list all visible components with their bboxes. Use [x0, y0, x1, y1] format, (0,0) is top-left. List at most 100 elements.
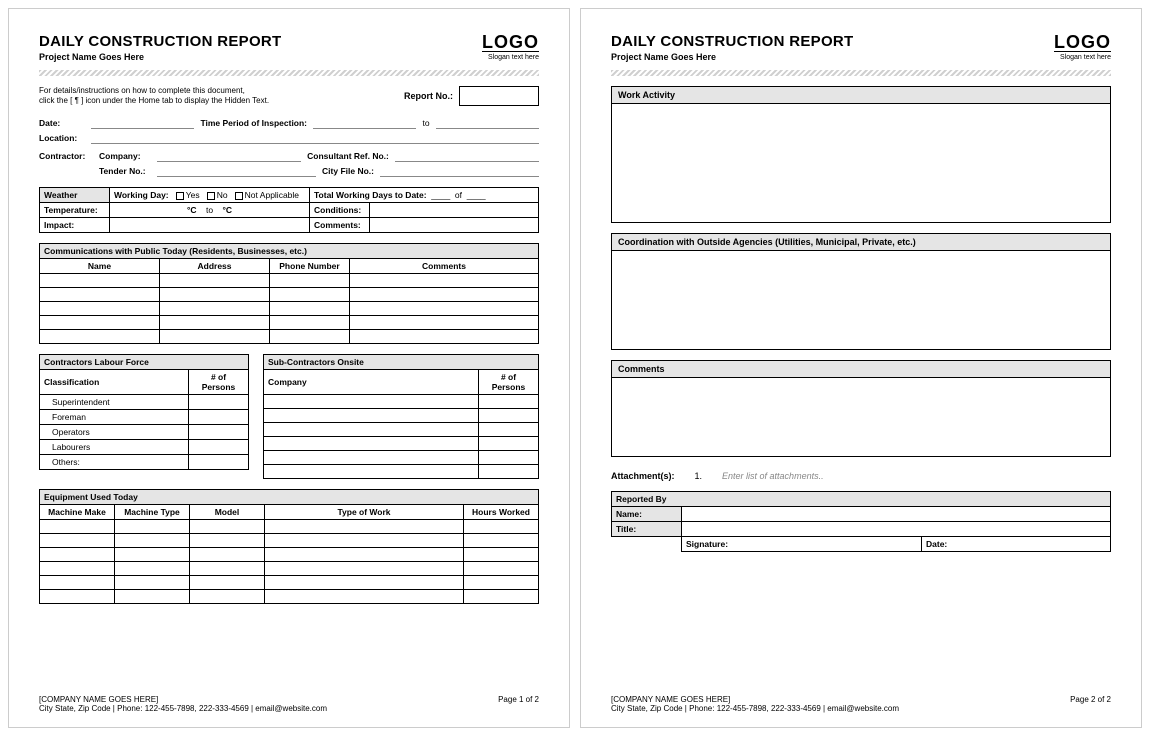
city-file-label: City File No.: [322, 166, 374, 176]
reported-by-table: Reported By Name: Title: Signature: Date… [611, 491, 1111, 552]
table-row[interactable] [40, 519, 539, 533]
consultant-ref-label: Consultant Ref. No.: [307, 151, 389, 161]
report-no-field: Report No.: [404, 86, 539, 106]
info-fields: Date: Time Period of Inspection: to Loca… [39, 117, 539, 177]
logo-text: LOGO [1054, 33, 1111, 52]
title-input[interactable] [682, 522, 1111, 537]
date-input[interactable] [91, 117, 194, 129]
subcon-title: Sub-Contractors Onsite [264, 354, 539, 369]
date-label: Date: [39, 118, 85, 128]
attachment-number: 1. [695, 471, 703, 481]
communications-title: Communications with Public Today (Reside… [40, 243, 539, 258]
table-row[interactable] [264, 394, 539, 408]
impact-input[interactable] [110, 217, 310, 232]
equipment-title: Equipment Used Today [40, 489, 539, 504]
table-row[interactable] [264, 408, 539, 422]
doc-subtitle: Project Name Goes Here [611, 52, 854, 62]
labour-title: Contractors Labour Force [40, 354, 249, 369]
equipment-table: Equipment Used Today Machine Make Machin… [39, 489, 539, 604]
checkbox-yes[interactable] [176, 192, 184, 200]
attachments-row: Attachment(s): 1. Enter list of attachme… [611, 471, 1111, 481]
table-row[interactable] [264, 450, 539, 464]
doc-title: DAILY CONSTRUCTION REPORT [611, 33, 854, 50]
location-label: Location: [39, 133, 85, 143]
location-input[interactable] [91, 132, 539, 144]
reported-by-title: Reported By [612, 492, 1111, 507]
table-row[interactable]: Operators [40, 424, 249, 439]
table-row[interactable] [264, 422, 539, 436]
table-row[interactable] [40, 561, 539, 575]
table-row[interactable]: Foreman [40, 409, 249, 424]
work-activity-input[interactable] [611, 103, 1111, 223]
table-row[interactable]: Others: [40, 454, 249, 469]
page-1: DAILY CONSTRUCTION REPORT Project Name G… [8, 8, 570, 728]
tender-no-label: Tender No.: [99, 166, 151, 176]
table-row[interactable]: Labourers [40, 439, 249, 454]
attachments-label: Attachment(s): [611, 471, 675, 481]
table-row[interactable] [40, 301, 539, 315]
report-no-input[interactable] [459, 86, 539, 106]
title-label: Title: [612, 522, 682, 537]
weather-comments-input[interactable] [370, 217, 539, 232]
communications-table: Communications with Public Today (Reside… [39, 243, 539, 344]
page-2: DAILY CONSTRUCTION REPORT Project Name G… [580, 8, 1142, 728]
footer: [COMPANY NAME GOES HERE] City State, Zip… [611, 695, 1111, 713]
conditions-input[interactable] [370, 202, 539, 217]
header: DAILY CONSTRUCTION REPORT Project Name G… [611, 33, 1111, 62]
name-label: Name: [612, 507, 682, 522]
consultant-ref-input[interactable] [395, 150, 539, 162]
table-row[interactable] [264, 464, 539, 478]
table-row[interactable] [40, 329, 539, 343]
comments-input[interactable] [611, 377, 1111, 457]
weather-table: Weather Working Day: Yes No Not Applicab… [39, 187, 539, 233]
header: DAILY CONSTRUCTION REPORT Project Name G… [39, 33, 539, 62]
doc-title: DAILY CONSTRUCTION REPORT [39, 33, 282, 50]
subcontractor-table: Sub-Contractors Onsite Company # of Pers… [263, 354, 539, 479]
comments-title: Comments [611, 360, 1111, 378]
time-period-label: Time Period of Inspection: [200, 118, 307, 128]
time-to-input[interactable] [436, 117, 539, 129]
divider-hatch [611, 70, 1111, 76]
attachment-placeholder[interactable]: Enter list of attachments.. [722, 471, 824, 481]
weather-title: Weather [40, 187, 110, 202]
doc-subtitle: Project Name Goes Here [39, 52, 282, 62]
table-row[interactable] [40, 547, 539, 561]
city-file-input[interactable] [380, 165, 539, 177]
footer-company: [COMPANY NAME GOES HERE] [611, 695, 899, 704]
table-row[interactable] [40, 273, 539, 287]
table-row[interactable] [40, 533, 539, 547]
logo-text: LOGO [482, 33, 539, 52]
table-row[interactable] [40, 315, 539, 329]
logo: LOGO Slogan text here [1054, 33, 1111, 61]
table-row[interactable] [264, 436, 539, 450]
signature-label: Signature: [686, 539, 728, 549]
table-row[interactable]: Superintendent [40, 394, 249, 409]
table-row[interactable] [40, 589, 539, 603]
checkbox-na[interactable] [235, 192, 243, 200]
table-row[interactable] [40, 575, 539, 589]
footer: [COMPANY NAME GOES HERE] City State, Zip… [39, 695, 539, 713]
tender-no-input[interactable] [157, 165, 316, 177]
company-input[interactable] [157, 150, 301, 162]
footer-company: [COMPANY NAME GOES HERE] [39, 695, 327, 704]
divider-hatch [39, 70, 539, 76]
page-number: Page 2 of 2 [1070, 695, 1111, 713]
contractor-label: Contractor: [39, 151, 93, 161]
name-input[interactable] [682, 507, 1111, 522]
date-label: Date: [926, 539, 947, 549]
instructions: For details/instructions on how to compl… [39, 86, 269, 107]
logo-slogan: Slogan text here [482, 54, 539, 61]
page-number: Page 1 of 2 [498, 695, 539, 713]
work-activity-title: Work Activity [611, 86, 1111, 104]
logo-slogan: Slogan text here [1054, 54, 1111, 61]
time-from-input[interactable] [313, 117, 416, 129]
logo: LOGO Slogan text here [482, 33, 539, 61]
coordination-input[interactable] [611, 250, 1111, 350]
company-label: Company: [99, 151, 151, 161]
footer-line: City State, Zip Code | Phone: 122-455-78… [611, 704, 899, 713]
coordination-title: Coordination with Outside Agencies (Util… [611, 233, 1111, 251]
footer-line: City State, Zip Code | Phone: 122-455-78… [39, 704, 327, 713]
checkbox-no[interactable] [207, 192, 215, 200]
report-no-label: Report No.: [404, 91, 453, 101]
table-row[interactable] [40, 287, 539, 301]
